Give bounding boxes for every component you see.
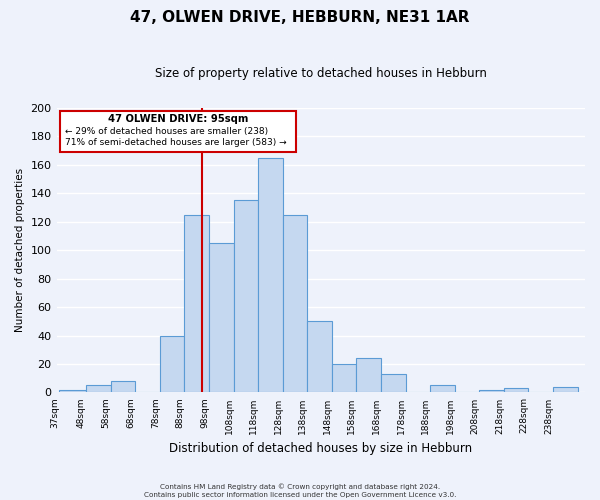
Text: 47 OLWEN DRIVE: 95sqm: 47 OLWEN DRIVE: 95sqm (108, 114, 248, 124)
Bar (258, 158, 283, 392)
Bar (479, 390, 504, 392)
Bar (307, 322, 332, 392)
Bar (233, 200, 258, 392)
X-axis label: Distribution of detached houses by size in Hebburn: Distribution of detached houses by size … (169, 442, 472, 455)
Bar (160, 336, 184, 392)
Bar (504, 388, 529, 392)
Bar (209, 243, 233, 392)
Text: 47, OLWEN DRIVE, HEBBURN, NE31 1AR: 47, OLWEN DRIVE, HEBBURN, NE31 1AR (130, 10, 470, 25)
Bar (110, 381, 135, 392)
Text: ← 29% of detached houses are smaller (238): ← 29% of detached houses are smaller (23… (65, 126, 268, 136)
Y-axis label: Number of detached properties: Number of detached properties (15, 168, 25, 332)
Bar (86, 386, 110, 392)
Text: 71% of semi-detached houses are larger (583) →: 71% of semi-detached houses are larger (… (65, 138, 287, 147)
Bar (184, 214, 209, 392)
FancyBboxPatch shape (60, 111, 296, 152)
Bar (283, 214, 307, 392)
Bar (356, 358, 381, 392)
Bar (553, 386, 578, 392)
Bar (332, 364, 356, 392)
Bar (430, 386, 455, 392)
Text: Contains HM Land Registry data © Crown copyright and database right 2024.: Contains HM Land Registry data © Crown c… (160, 484, 440, 490)
Bar (381, 374, 406, 392)
Title: Size of property relative to detached houses in Hebburn: Size of property relative to detached ho… (155, 68, 487, 80)
Text: Contains public sector information licensed under the Open Government Licence v3: Contains public sector information licen… (144, 492, 456, 498)
Bar (59, 390, 86, 392)
